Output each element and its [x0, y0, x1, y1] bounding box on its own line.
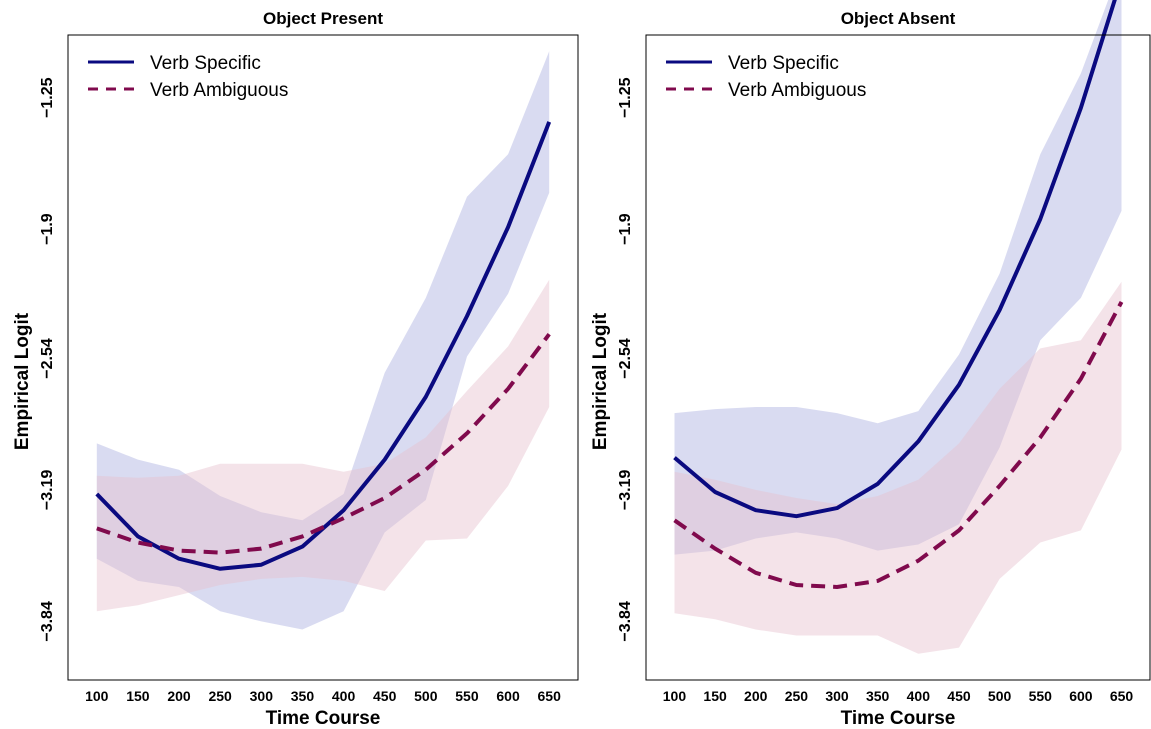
series-line-specific — [673, 0, 1117, 519]
chart-title: Object Absent — [841, 9, 956, 28]
x-tick-label: 600 — [496, 688, 520, 704]
x-tick-label: 500 — [414, 688, 438, 704]
x-tick-label: 350 — [291, 688, 315, 704]
confidence-band-specific — [96, 51, 550, 630]
legend-label-specific: Verb Specific — [728, 53, 839, 74]
y-tick-label: −1.25 — [39, 77, 56, 118]
x-tick-label: 450 — [947, 688, 971, 704]
legend-label-ambiguous: Verb Ambiguous — [728, 80, 866, 101]
y-tick-label: −1.9 — [39, 213, 56, 245]
x-tick-label: 100 — [85, 688, 109, 704]
plot-frame — [67, 34, 579, 681]
x-tick-label: 550 — [455, 688, 479, 704]
confidence-band-ambiguous — [96, 279, 550, 612]
x-tick-label: 650 — [1110, 688, 1134, 704]
x-tick-label: 250 — [208, 688, 232, 704]
x-tick-label: 200 — [167, 688, 191, 704]
y-tick-label: −2.54 — [39, 338, 56, 379]
y-axis-label: Empirical Logit — [12, 312, 33, 450]
y-tick-label: −3.84 — [39, 601, 56, 642]
x-tick-label: 200 — [744, 688, 768, 704]
confidence-band-ambiguous — [674, 281, 1122, 654]
y-tick-label: −3.19 — [39, 470, 56, 511]
x-tick-label: 400 — [907, 688, 931, 704]
x-tick-label: 300 — [250, 688, 274, 704]
chart-panel-absent: Object Absent 100 150 200 250 300 350 400 450 500… — [590, 0, 1151, 729]
series-line-ambiguous — [673, 300, 1124, 589]
x-tick-label: 100 — [663, 688, 687, 704]
y-tick-label: −3.84 — [617, 601, 634, 642]
x-axis-label: Time Course — [841, 708, 956, 729]
x-tick-label: 350 — [866, 688, 890, 704]
legend: Verb Specific Verb Ambiguous — [88, 53, 288, 101]
x-tick-label: 300 — [825, 688, 849, 704]
confidence-band-specific — [674, 0, 1122, 555]
x-tick-label: 500 — [988, 688, 1012, 704]
legend-label-ambiguous: Verb Ambiguous — [150, 80, 288, 101]
x-tick-label: 650 — [538, 688, 562, 704]
x-tick-label: 150 — [703, 688, 727, 704]
y-tick-label: −3.19 — [617, 470, 634, 511]
legend-label-specific: Verb Specific — [150, 53, 261, 74]
chart-panel-present: Object Present 100 150 200 250 300 350 400 450 50… — [12, 9, 579, 729]
x-axis-label: Time Course — [266, 708, 381, 729]
x-tick-label: 600 — [1069, 688, 1093, 704]
series-line-ambiguous — [96, 332, 551, 555]
y-tick-label: −2.54 — [617, 338, 634, 379]
x-tick-label: 400 — [332, 688, 356, 704]
y-tick-label: −1.9 — [617, 213, 634, 245]
legend: Verb Specific Verb Ambiguous — [666, 53, 866, 101]
chart-title: Object Present — [263, 9, 383, 28]
x-tick-label: 250 — [785, 688, 809, 704]
y-tick-label: −1.25 — [617, 77, 634, 118]
plot-frame — [645, 34, 1151, 681]
x-tick-label: 450 — [373, 688, 397, 704]
x-tick-label: 550 — [1029, 688, 1053, 704]
x-tick-label: 150 — [126, 688, 150, 704]
y-axis-label: Empirical Logit — [590, 312, 611, 450]
